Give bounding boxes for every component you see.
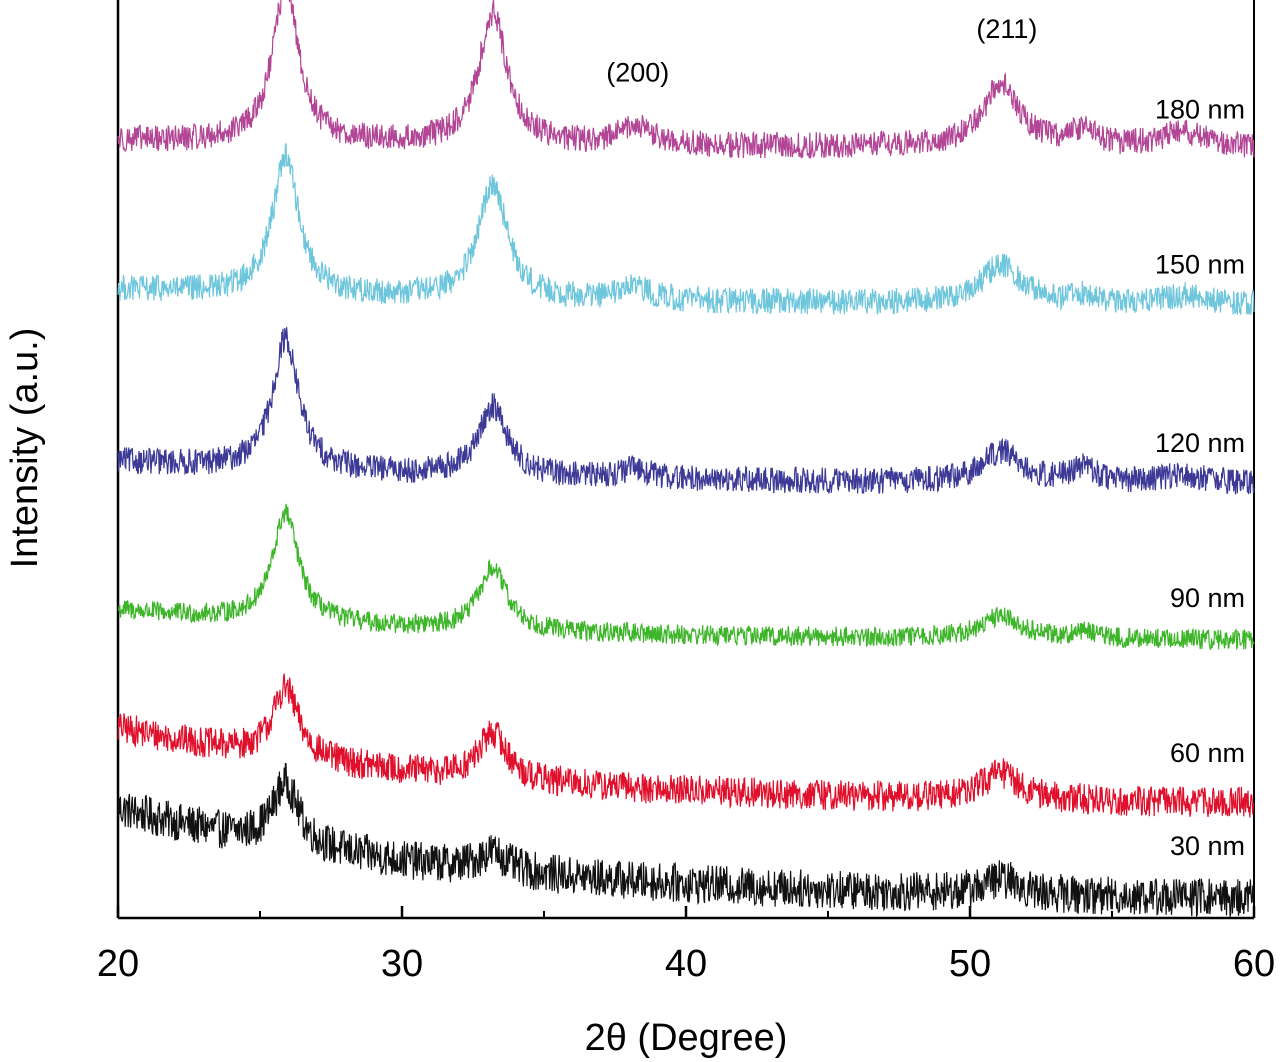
x-ticks: 20 30 40 50 60 (97, 906, 1275, 985)
x-tick-label: 40 (665, 943, 707, 985)
peak-label: (211) (976, 14, 1037, 44)
peak-label: (200) (606, 57, 669, 87)
series-line-30-nm (117, 763, 1255, 918)
x-tick-label: 30 (381, 943, 423, 985)
series-label: 30 nm (1170, 831, 1245, 861)
series-label: 120 nm (1155, 428, 1245, 458)
x-axis-title: 2θ (Degree) (585, 1017, 788, 1059)
series-line-150-nm (117, 143, 1255, 316)
series-line-120-nm (117, 327, 1255, 495)
y-axis-title: Intensity (a.u.) (4, 328, 46, 569)
series-line-90-nm (117, 503, 1255, 651)
series-label: 60 nm (1170, 738, 1245, 768)
series-line-60-nm (117, 673, 1255, 818)
series-label: 150 nm (1155, 250, 1245, 280)
x-tick-label: 60 (1233, 943, 1275, 985)
x-tick-label: 50 (949, 943, 991, 985)
series-lines (117, 0, 1255, 918)
x-tick-label: 20 (97, 943, 139, 985)
series-label: 180 nm (1155, 95, 1245, 125)
series-labels: 30 nm 60 nm 90 nm 120 nm 150 nm 180 nm (1155, 95, 1245, 861)
series-label: 90 nm (1170, 583, 1245, 613)
peak-labels: (110)(101)(200)(211) (606, 14, 1037, 87)
series-line-180-nm (117, 0, 1255, 159)
